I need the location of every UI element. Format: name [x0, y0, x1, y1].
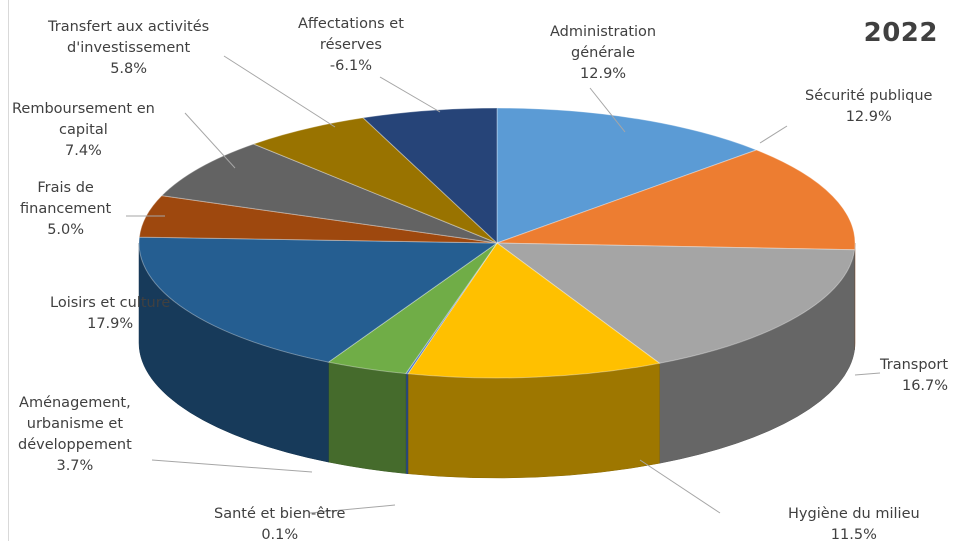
slice-value-label: -6.1%	[298, 56, 404, 77]
slice-name-label: Frais de financement	[20, 178, 111, 220]
slice-value-label: 16.7%	[880, 376, 948, 397]
leader-line-8	[185, 113, 235, 168]
slice-value-label: 12.9%	[805, 107, 932, 128]
slice-name-label: Remboursement en capital	[12, 99, 155, 141]
slice-name-label: Transport	[880, 355, 948, 376]
slice-name-label: Loisirs et culture	[50, 293, 170, 314]
slice-name-label: Santé et bien-être	[214, 504, 345, 525]
slice-name-label: Transfert aux activités d'investissement	[48, 17, 209, 59]
slice-name-label: Hygiène du milieu	[788, 504, 920, 525]
pie-top-faces	[139, 108, 855, 378]
slice-name-label: Aménagement, urbanisme et développement	[18, 393, 132, 456]
pie-slice-side-3	[408, 363, 660, 478]
pie-slice-side-4	[406, 374, 408, 474]
slice-value-label: 11.5%	[788, 525, 920, 546]
leader-line-2	[855, 373, 880, 375]
slice-value-label: 5.0%	[20, 220, 111, 241]
slice-value-label: 5.8%	[48, 59, 209, 80]
slice-value-label: 3.7%	[18, 456, 132, 477]
slice-value-label: 17.9%	[50, 314, 170, 335]
chart-title: 2022	[864, 18, 938, 48]
leader-line-1	[760, 126, 787, 143]
slice-label-9: Transfert aux activités d'investissement…	[48, 17, 209, 80]
slice-label-10: Affectations et réserves-6.1%	[298, 14, 404, 77]
slice-value-label: 12.9%	[550, 64, 656, 85]
pie-slice-side-5	[328, 362, 405, 473]
leader-line-3	[640, 460, 720, 513]
slice-name-label: Affectations et réserves	[298, 14, 404, 56]
slice-value-label: 0.1%	[214, 525, 345, 546]
leader-line-10	[380, 77, 440, 112]
slice-name-label: Sécurité publique	[805, 86, 932, 107]
slice-value-label: 7.4%	[12, 141, 155, 162]
leader-line-5	[152, 460, 312, 472]
slice-name-label: Administration générale	[550, 22, 656, 64]
